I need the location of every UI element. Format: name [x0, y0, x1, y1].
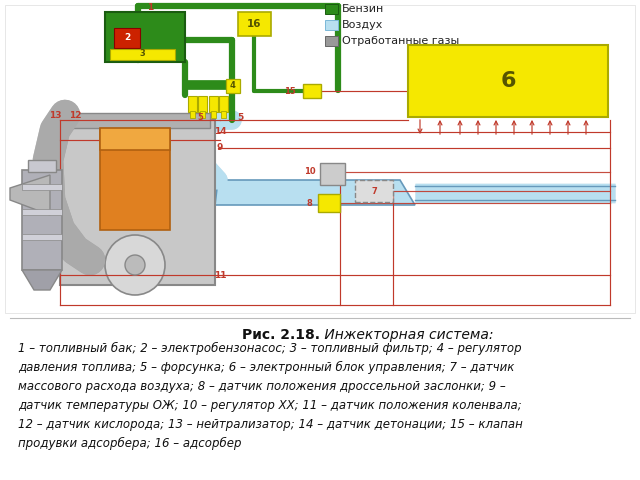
Text: Воздух: Воздух	[342, 20, 383, 29]
Bar	[22, 184, 62, 190]
Circle shape	[105, 235, 165, 295]
Bar	[221, 111, 226, 118]
Bar	[22, 170, 62, 270]
Text: Инжекторная система:: Инжекторная система:	[320, 328, 493, 342]
Text: датчик температуры ОЖ; 10 – регулятор ХХ; 11 – датчик положения коленвала;: датчик температуры ОЖ; 10 – регулятор ХХ…	[18, 399, 522, 412]
Bar	[209, 96, 218, 112]
Text: Бензин: Бензин	[342, 3, 384, 13]
Polygon shape	[215, 180, 415, 205]
Text: 5: 5	[237, 112, 243, 121]
Bar	[114, 28, 140, 48]
Bar	[355, 180, 393, 202]
Bar	[28, 160, 56, 172]
Text: 3: 3	[139, 49, 145, 59]
Bar	[408, 45, 608, 117]
Text: продувки адсорбера; 16 – адсорбер: продувки адсорбера; 16 – адсорбер	[18, 437, 241, 450]
Bar	[60, 120, 215, 285]
Text: 4: 4	[230, 82, 236, 91]
Text: 1: 1	[147, 3, 153, 12]
Text: 6: 6	[500, 71, 516, 91]
Bar	[325, 36, 338, 46]
Bar	[22, 234, 62, 240]
Bar	[325, 4, 338, 14]
Bar	[226, 79, 240, 93]
Text: 13: 13	[49, 110, 61, 120]
Text: давления топлива; 5 – форсунка; 6 – электронный блок управления; 7 – датчик: давления топлива; 5 – форсунка; 6 – элек…	[18, 361, 515, 374]
Bar	[100, 130, 170, 230]
Polygon shape	[22, 270, 62, 290]
Bar	[22, 209, 62, 215]
Text: 5: 5	[197, 113, 203, 122]
Polygon shape	[10, 175, 50, 215]
Bar	[188, 96, 197, 112]
Bar	[100, 128, 170, 150]
Bar	[190, 111, 195, 118]
Bar	[318, 194, 340, 212]
Text: 16: 16	[247, 19, 261, 29]
Bar	[238, 12, 271, 36]
Bar	[110, 49, 175, 60]
Text: Рис. 2.18.: Рис. 2.18.	[242, 328, 320, 342]
Bar	[325, 20, 338, 30]
Text: массового расхода воздуха; 8 – датчик положения дроссельной заслонки; 9 –: массового расхода воздуха; 8 – датчик по…	[18, 380, 506, 393]
Text: 15: 15	[284, 86, 296, 96]
Text: 8: 8	[306, 199, 312, 207]
Bar	[303, 84, 321, 98]
Bar	[211, 111, 216, 118]
Text: 2: 2	[124, 34, 130, 43]
Bar	[320, 163, 345, 185]
Bar	[219, 96, 228, 112]
Text: 11: 11	[214, 271, 227, 279]
Text: Отработанные газы: Отработанные газы	[342, 36, 460, 46]
Bar	[200, 111, 205, 118]
Text: 7: 7	[371, 187, 377, 195]
Bar	[5, 5, 635, 313]
Bar	[198, 96, 207, 112]
Text: 9: 9	[217, 144, 223, 153]
Bar	[65, 113, 210, 128]
Text: 12: 12	[68, 110, 81, 120]
Text: 14: 14	[214, 128, 227, 136]
Text: 1 – топливный бак; 2 – электробензонасос; 3 – топливный фильтр; 4 – регулятор: 1 – топливный бак; 2 – электробензонасос…	[18, 342, 522, 355]
Circle shape	[125, 255, 145, 275]
Text: 12 – датчик кислорода; 13 – нейтрализатор; 14 – датчик детонации; 15 – клапан: 12 – датчик кислорода; 13 – нейтрализато…	[18, 418, 523, 431]
Bar	[105, 12, 185, 62]
Text: 10: 10	[304, 168, 316, 177]
